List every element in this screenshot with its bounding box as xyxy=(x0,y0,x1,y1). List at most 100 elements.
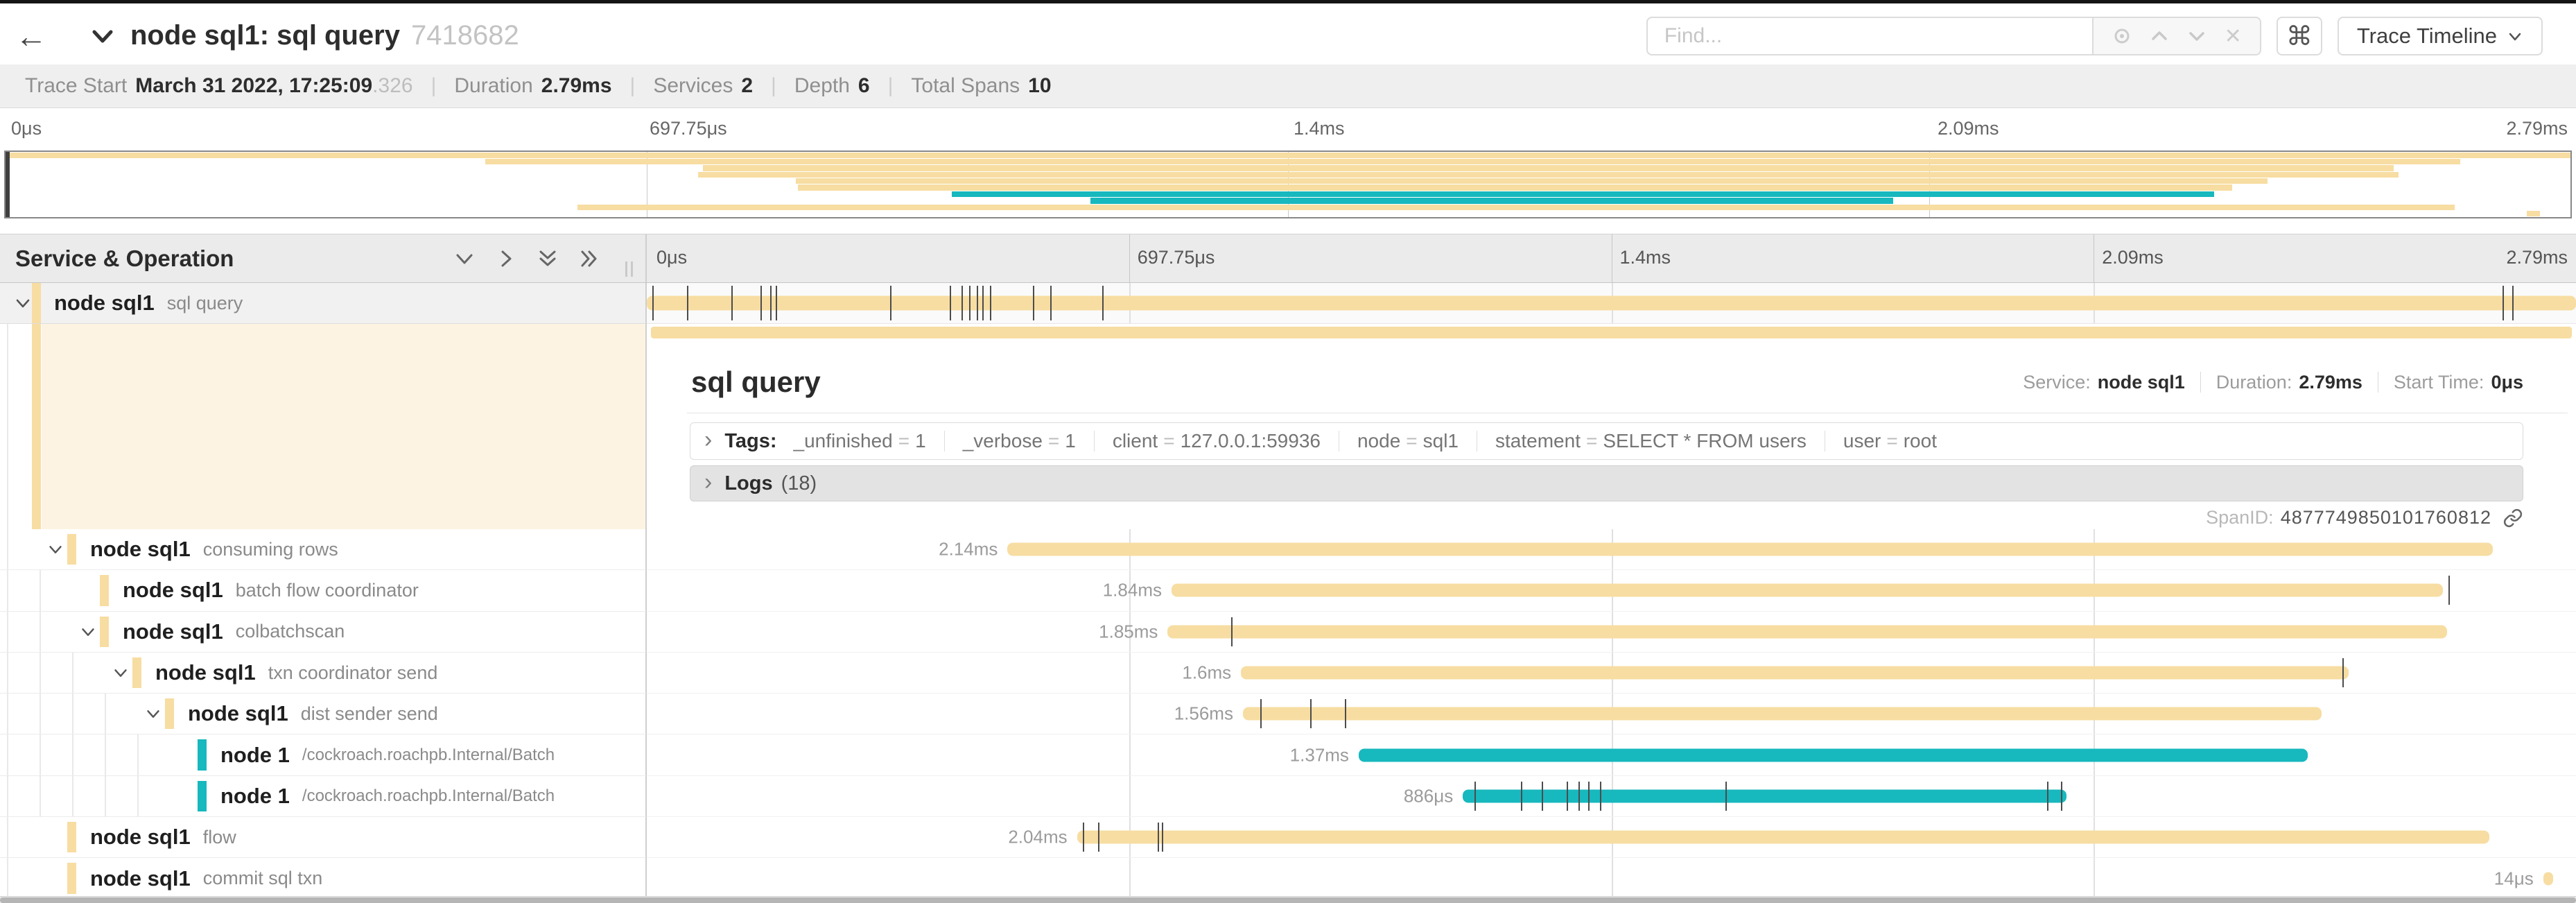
back-button[interactable]: ← xyxy=(0,17,62,55)
minimap-span-row xyxy=(6,158,2570,165)
keyboard-shortcuts-button[interactable]: ⌘ xyxy=(2276,17,2322,55)
view-selector-label: Trace Timeline xyxy=(2356,24,2497,48)
span-tree-cell: node 1/cockroach.roachpb.Internal/Batch xyxy=(0,775,647,818)
log-tick xyxy=(1599,781,1601,811)
span-bar[interactable] xyxy=(1463,789,2067,803)
logs-accordion[interactable]: › Logs (18) xyxy=(690,465,2523,501)
span-bar-cell[interactable] xyxy=(647,283,2576,324)
minimap-drag-handle[interactable] xyxy=(6,152,10,217)
span-bar[interactable] xyxy=(1171,583,2443,597)
span-row[interactable]: node sql1 flow 2.04ms xyxy=(0,817,2576,859)
span-row[interactable]: node 1/cockroach.roachpb.Internal/Batch 1… xyxy=(0,734,2576,776)
operation-name: dist sender send xyxy=(300,703,438,724)
span-detail-panel: sql query Service: node sql1 Duration: 2… xyxy=(647,324,2576,529)
minimap-span-row xyxy=(6,191,2570,198)
tree-guide-line xyxy=(7,611,8,652)
span-row[interactable]: node sql1 batch flow coordinator 1.84ms xyxy=(0,570,2576,612)
span-row[interactable]: node sql1 colbatchscan 1.85ms xyxy=(0,611,2576,653)
span-row[interactable]: node sql1 txn coordinator send 1.6ms xyxy=(0,652,2576,694)
span-duration-label: 1.37ms xyxy=(1289,744,1349,766)
span-bar-cell[interactable]: 1.85ms xyxy=(647,611,2576,653)
span-tree-cell: node sql1 batch flow coordinator xyxy=(0,570,647,612)
chevron-down-icon[interactable] xyxy=(2186,26,2207,46)
span-detail-title: sql query xyxy=(691,366,821,398)
span-bar-cell[interactable]: 14μs xyxy=(647,858,2576,900)
view-selector-button[interactable]: Trace Timeline xyxy=(2337,17,2543,55)
span-id-label: SpanID: xyxy=(2206,507,2274,528)
span-bar[interactable] xyxy=(1358,748,2308,762)
expand-all-icon[interactable] xyxy=(577,247,601,270)
operation-name: consuming rows xyxy=(202,538,338,560)
divider xyxy=(943,431,945,452)
span-bar[interactable] xyxy=(1242,707,2322,721)
span-bar[interactable] xyxy=(1167,625,2447,639)
log-tick xyxy=(961,286,963,320)
span-row[interactable]: node sql1 commit sql txn 14μs xyxy=(0,858,2576,900)
horizontal-scrollbar[interactable] xyxy=(0,896,2576,903)
span-tree-cell: node sql1 txn coordinator send xyxy=(0,652,647,694)
span-row[interactable]: node sql1 dist sender send 1.56ms xyxy=(0,694,2576,735)
chevron-down-icon[interactable] xyxy=(111,663,130,682)
log-tick xyxy=(1520,781,1522,811)
tags-accordion[interactable]: › Tags: _unfinished = 1 _verbose = 1 client = 12… xyxy=(690,422,2523,460)
trace-minimap[interactable] xyxy=(4,150,2572,218)
chevron-up-icon[interactable] xyxy=(2149,26,2170,46)
timeline-grid-line xyxy=(1129,611,1131,652)
span-bar-cell[interactable]: 2.04ms xyxy=(647,817,2576,859)
minimap-span-bar xyxy=(952,191,2214,198)
span-detail-meta: Service: node sql1 Duration: 2.79ms Star… xyxy=(2023,372,2523,393)
log-tick xyxy=(1158,823,1160,852)
tag-value: sql1 xyxy=(1422,430,1459,452)
log-tick xyxy=(1578,781,1581,811)
trace-collapse-toggle[interactable] xyxy=(89,22,116,50)
span-bar-cell[interactable]: 886μs xyxy=(647,775,2576,818)
duration-label: Duration xyxy=(454,74,533,97)
operation-name: /cockroach.roachpb.Internal/Batch xyxy=(302,786,555,805)
span-bar[interactable] xyxy=(1007,542,2494,556)
span-bar[interactable] xyxy=(647,295,2576,311)
chevron-down-icon[interactable] xyxy=(12,293,33,313)
top-bar-actions: ✕ ⌘ Trace Timeline xyxy=(1646,17,2543,55)
tag-key: node xyxy=(1357,430,1401,452)
tree-guide-line xyxy=(7,529,8,570)
collapse-all-icon[interactable] xyxy=(536,247,559,270)
tree-guide-line xyxy=(7,324,8,529)
target-icon[interactable] xyxy=(2112,26,2132,46)
minimap-span-row xyxy=(6,178,2570,184)
span-bar-cell[interactable]: 1.56ms xyxy=(647,694,2576,735)
span-row-sql-query[interactable]: node sql1 sql query xyxy=(0,283,2576,324)
span-bar-cell[interactable]: 2.14ms xyxy=(647,529,2576,571)
span-row[interactable]: node sql1 consuming rows 2.14ms xyxy=(0,529,2576,571)
tag-value: 127.0.0.1:59936 xyxy=(1180,430,1321,452)
duration-value: 2.79ms xyxy=(541,74,612,97)
span-bar[interactable] xyxy=(1077,830,2489,844)
span-bar[interactable] xyxy=(2543,872,2553,886)
timeline-grid-line xyxy=(1611,858,1613,899)
duration-label: Duration: xyxy=(2216,371,2292,393)
tree-guide-line xyxy=(40,734,41,775)
link-icon[interactable] xyxy=(2503,508,2523,528)
expand-one-icon[interactable] xyxy=(494,247,518,270)
span-bar[interactable] xyxy=(1241,666,2349,680)
collapse-one-icon[interactable] xyxy=(453,247,476,270)
page-title: node sql1: sql query 7418682 xyxy=(130,20,519,51)
log-tick xyxy=(1542,781,1544,811)
span-bar-cell[interactable]: 1.84ms xyxy=(647,570,2576,612)
chevron-down-icon[interactable] xyxy=(143,704,163,723)
chevron-down-icon[interactable] xyxy=(46,540,65,559)
find-input[interactable] xyxy=(1646,17,2092,55)
minimap-grid-line xyxy=(1288,152,1289,217)
span-tree-cell: node sql1 consuming rows xyxy=(0,529,647,571)
span-bar-cell[interactable]: 1.37ms xyxy=(647,734,2576,776)
panel-resize-handle[interactable] xyxy=(625,261,633,277)
tick-grid-line xyxy=(1129,234,1130,282)
close-icon[interactable]: ✕ xyxy=(2224,24,2242,48)
tree-guide-line xyxy=(40,694,41,734)
span-bar-cell[interactable]: 1.6ms xyxy=(647,652,2576,694)
timeline-grid-line xyxy=(1129,694,1131,734)
chevron-down-icon[interactable] xyxy=(78,622,98,642)
span-row[interactable]: node 1/cockroach.roachpb.Internal/Batch 8… xyxy=(0,775,2576,818)
log-tick xyxy=(1474,781,1476,811)
scrollbar-thumb[interactable] xyxy=(0,897,2576,903)
tag-value: SELECT * FROM users xyxy=(1603,430,1807,452)
